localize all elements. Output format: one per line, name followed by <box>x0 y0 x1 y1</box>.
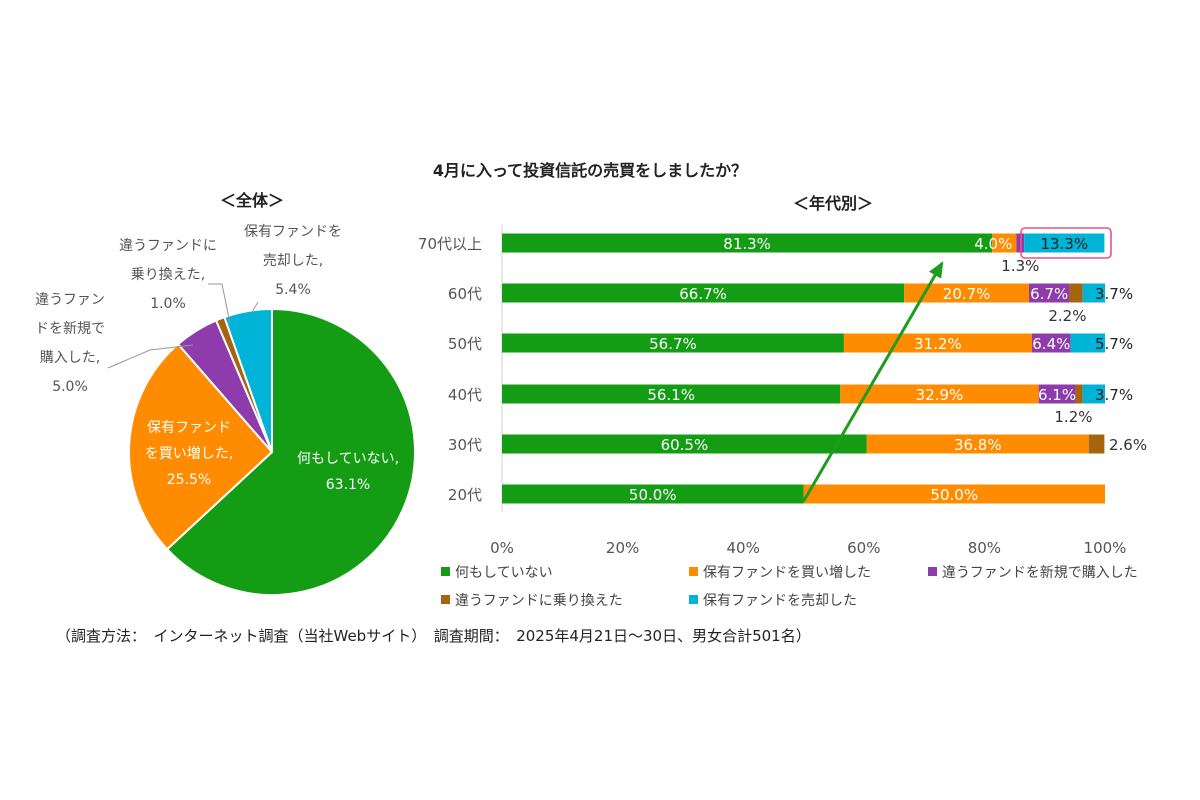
bar-segment-sell <box>1082 384 1105 404</box>
pie-value-label-sell: 5.4% <box>275 282 311 298</box>
pie-value-label-new-buy: 5.0% <box>52 379 88 395</box>
legend-swatch-none <box>441 567 450 576</box>
bar-value-label-switch: 2.6% <box>1109 436 1147 454</box>
pie-category-label-new-buy: 違うファン <box>35 292 105 308</box>
bar-segment-buy-more <box>866 434 1089 454</box>
bar-value-label-buy-more: 4.0% <box>974 235 1012 253</box>
pie-category-label-switch: 違うファンドに <box>119 238 217 254</box>
pie-value-label-switch: 1.0% <box>150 296 186 312</box>
bar-value-label-buy-more: 50.0% <box>930 486 978 504</box>
bar-segment-new-buy <box>1029 283 1070 303</box>
highlight-box <box>1020 227 1112 259</box>
bar-segment-buy-more <box>992 233 1017 253</box>
category-label: 70代以上 <box>418 235 482 253</box>
bar-segment-switch <box>1069 283 1083 303</box>
x-tick-label: 0% <box>490 539 514 557</box>
bar-segment-sell <box>1070 333 1105 353</box>
pie-category-label-new-buy: 購入した, <box>40 350 100 366</box>
bar-value-label-sell: 13.3% <box>1040 235 1088 253</box>
legend-label-buy-more: 保有ファンドを買い増した <box>703 565 871 581</box>
stacked-bar-chart: 70代以上 81.3% 4.0% 1.3%13.3% 60代 66.7% 20.7% 6.7%… <box>418 225 1147 557</box>
bar-value-label-none: 66.7% <box>679 285 727 303</box>
chart-title: 4月に入って投資信託の売買をしましたか？ <box>433 161 747 180</box>
bar-value-label-sell: 3.7% <box>1095 386 1133 404</box>
legend-label-new-buy: 違うファンドを新規で購入した <box>942 565 1138 581</box>
bar-segment-none <box>502 233 993 253</box>
bar-value-label-buy-more: 31.2% <box>914 335 962 353</box>
pie-slice-sell <box>223 307 273 453</box>
bar-value-label-new-buy: 6.1% <box>1038 386 1076 404</box>
bar-segment-none <box>502 484 804 504</box>
pie-title: ＜全体＞ <box>220 191 284 210</box>
pie-value-label-buy-more: 25.5% <box>167 472 211 488</box>
bar-value-label-none: 81.3% <box>723 235 771 253</box>
pie-category-label-sell: 売却した, <box>263 253 323 269</box>
survey-footnote: （調査方法： インターネット調査（当社Webサイト） 調査期間： 2025年4月… <box>56 627 811 645</box>
x-tick-label: 100% <box>1084 539 1127 557</box>
legend-swatch-new-buy <box>928 567 937 576</box>
legend: 何もしていない 保有ファンドを買い増した 違うファンドを新規で購入した違うファンドに… <box>441 565 1138 609</box>
bar-segment-buy-more <box>904 283 1030 303</box>
pie-category-label-sell: 保有ファンドを <box>244 224 342 240</box>
bar-title: ＜年代別＞ <box>793 194 873 213</box>
legend-label-none: 何もしていない <box>455 565 553 581</box>
bar-value-label-switch: 1.2% <box>1054 408 1092 426</box>
category-label: 50代 <box>448 335 482 353</box>
pie-category-label-buy-more: を買い増した, <box>145 446 233 462</box>
bar-segment-new-buy <box>1038 384 1076 404</box>
legend-swatch-buy-more <box>689 567 698 576</box>
bar-value-label-none: 60.5% <box>661 436 709 454</box>
pie-slice-none <box>165 307 416 596</box>
bar-value-label-none: 56.1% <box>647 386 695 404</box>
pie-category-label-switch: 乗り換えた, <box>131 267 205 283</box>
x-tick-label: 40% <box>727 539 760 557</box>
pie-category-label-new-buy: ドを新規で <box>35 321 105 337</box>
trend-arrow-line <box>802 262 944 503</box>
pie-chart: 何もしていない, 63.1% 保有ファンドを買い増した, 25.5% 違うファンドを新規… <box>35 224 416 596</box>
bar-value-label-buy-more: 32.9% <box>916 386 964 404</box>
bar-value-label-sell: 5.7% <box>1095 335 1133 353</box>
bar-value-label-none: 50.0% <box>629 486 677 504</box>
bar-segment-none <box>502 333 844 353</box>
bar-value-label-new-buy: 6.7% <box>1030 285 1068 303</box>
x-tick-label: 80% <box>968 539 1001 557</box>
bar-segment-buy-more <box>843 333 1033 353</box>
leader-line-new-buy <box>107 344 194 369</box>
bar-value-label-buy-more: 20.7% <box>943 285 991 303</box>
bar-segment-new-buy <box>1032 333 1071 353</box>
bar-value-label-new-buy: 6.4% <box>1032 335 1070 353</box>
pie-slice-buy-more <box>128 342 274 551</box>
bar-segment-sell <box>1082 283 1105 303</box>
legend-swatch-sell <box>689 595 698 604</box>
bar-segment-switch <box>1075 384 1083 404</box>
bar-segment-none <box>502 434 867 454</box>
bar-value-label-none: 56.7% <box>649 335 697 353</box>
bar-segment-buy-more <box>840 384 1039 404</box>
leader-line-switch <box>208 283 231 324</box>
category-label: 40代 <box>448 386 482 404</box>
pie-category-label-buy-more: 保有ファンド <box>147 420 231 436</box>
bar-value-label-sell: 3.7% <box>1095 285 1133 303</box>
category-label: 60代 <box>448 285 482 303</box>
bar-value-label-switch: 2.2% <box>1048 307 1086 325</box>
pie-category-label-none: 何もしていない, <box>297 451 399 467</box>
legend-label-switch: 違うファンドに乗り換えた <box>455 593 623 609</box>
bar-segment-sell <box>1024 233 1105 253</box>
bar-segment-buy-more <box>803 484 1105 504</box>
pie-value-label-none: 63.1% <box>326 477 370 493</box>
x-tick-label: 60% <box>847 539 880 557</box>
bar-segment-none <box>502 384 841 404</box>
x-tick-label: 20% <box>606 539 639 557</box>
legend-swatch-switch <box>441 595 450 604</box>
leader-line-sell <box>251 301 259 313</box>
legend-label-sell: 保有ファンドを売却した <box>703 593 857 609</box>
bar-segment-none <box>502 283 905 303</box>
category-label: 30代 <box>448 436 482 454</box>
bar-segment-switch <box>1088 434 1105 454</box>
bar-value-label-new-buy: 1.3% <box>1001 257 1039 275</box>
bar-value-label-buy-more: 36.8% <box>954 436 1002 454</box>
trend-arrow-head <box>929 261 944 279</box>
category-label: 20代 <box>448 486 482 504</box>
